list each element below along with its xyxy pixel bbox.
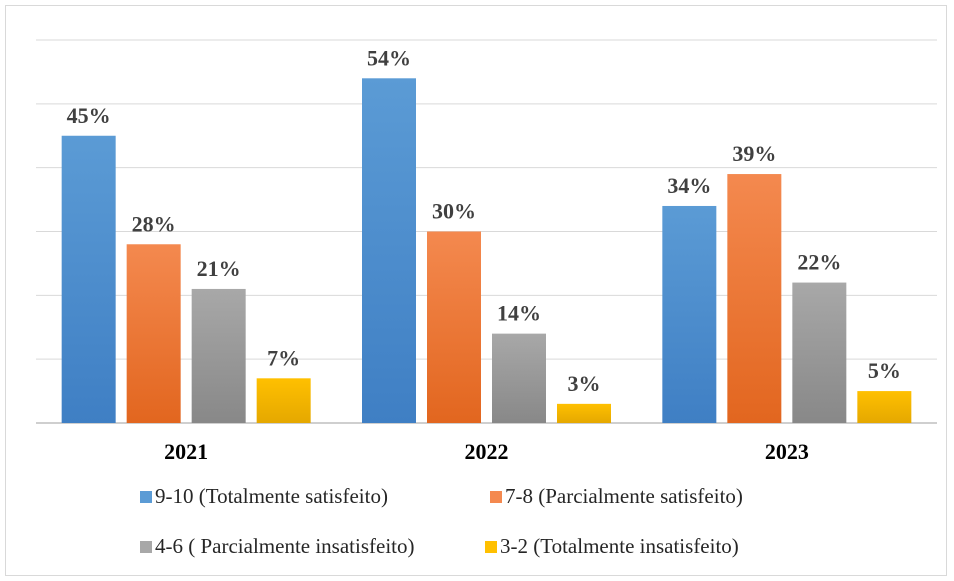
category-label-2022: 2022: [465, 439, 509, 464]
bar-2023-series-2: [727, 174, 782, 423]
bar-2021-series-1: [61, 135, 116, 423]
bar-2021-series-3: [191, 288, 246, 423]
category-label-2021: 2021: [164, 439, 208, 464]
bar-2022-series-3: [492, 333, 546, 423]
data-label-2023-series-1: 34%: [667, 173, 711, 198]
bar-2023-series-3: [792, 282, 847, 423]
bar-2022-series-1: [362, 78, 416, 424]
data-label-2021-series-3: 21%: [197, 256, 241, 281]
bar-2023-series-1: [662, 205, 717, 423]
legend-swatch-series-2: [490, 491, 502, 503]
data-label-2022-series-2: 30%: [432, 199, 476, 224]
legend-label-series-4: 3-2 (Totalmente insatisfeito): [500, 534, 739, 558]
data-label-2021-series-1: 45%: [67, 103, 111, 128]
bar-2021-series-2: [126, 244, 181, 423]
legend-swatch-series-3: [140, 541, 152, 553]
bar-2023-series-4: [857, 391, 912, 423]
data-label-2022-series-4: 3%: [568, 371, 601, 396]
data-label-2022-series-3: 14%: [497, 301, 541, 326]
data-label-2023-series-2: 39%: [732, 141, 776, 166]
data-label-2023-series-3: 22%: [797, 250, 841, 275]
bar-2022-series-4: [557, 403, 611, 423]
gridlines: [36, 39, 937, 424]
data-label-2021-series-2: 28%: [132, 211, 176, 236]
bars: [61, 78, 912, 424]
bar-2022-series-2: [427, 231, 481, 423]
category-label-2023: 2023: [765, 439, 809, 464]
data-label-2021-series-4: 7%: [267, 345, 300, 370]
bar-2021-series-4: [256, 378, 311, 423]
legend-label-series-2: 7-8 (Parcialmente satisfeito): [505, 484, 743, 508]
category-labels: 2021 2022 2023: [164, 439, 809, 464]
legend-label-series-1: 9-10 (Totalmente satisfeito): [155, 484, 388, 508]
data-label-2022-series-1: 54%: [367, 45, 411, 70]
legend-swatch-series-4: [485, 541, 497, 553]
legend-label-series-3: 4-6 ( Parcialmente insatisfeito): [155, 534, 415, 558]
data-labels: 45% 28% 21% 7% 54% 30% 14% 3% 34% 39% 22% 5%: [67, 45, 901, 396]
legend: 9-10 (Totalmente satisfeito) 7-8 (Parcial…: [140, 484, 743, 558]
legend-swatch-series-1: [140, 491, 152, 503]
data-label-2023-series-4: 5%: [868, 358, 901, 383]
